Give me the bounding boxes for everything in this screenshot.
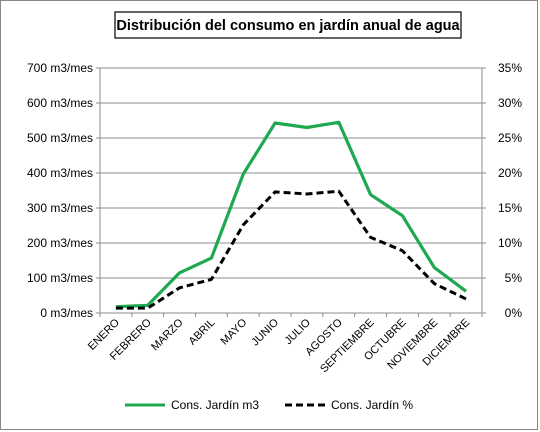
axes	[96, 67, 486, 317]
y-right-tick-label: 10%	[498, 236, 522, 250]
y-right-tick-label: 15%	[498, 201, 522, 215]
y-right-tick-label: 0%	[505, 306, 523, 320]
legend-label: Cons. Jardín m3	[171, 398, 259, 412]
title-box	[114, 11, 462, 39]
y-right-tick-label: 30%	[498, 96, 522, 110]
y-right-tick-label: 5%	[505, 271, 523, 285]
y-left-tick-label: 500 m3/mes	[27, 131, 93, 145]
y-left-tick-label: 600 m3/mes	[27, 96, 93, 110]
y-left-tick-label: 0 m3/mes	[40, 306, 93, 320]
legend: Cons. Jardín m3 Cons. Jardín %	[125, 398, 413, 412]
y-left-tick-label: 200 m3/mes	[27, 236, 93, 250]
series-line-m3	[115, 120, 468, 309]
y-left-tick-label: 400 m3/mes	[27, 166, 93, 180]
y-left-tick-label: 100 m3/mes	[27, 271, 93, 285]
series-lines	[115, 120, 468, 310]
y-left-tick-label: 700 m3/mes	[27, 61, 93, 75]
y-right-tick-label: 20%	[498, 166, 522, 180]
legend-label: Cons. Jardín %	[331, 398, 413, 412]
grid-lines	[100, 67, 482, 279]
y-right-tick-label: 25%	[498, 131, 522, 145]
chart-title: Distribución del consumo en jardín anual…	[116, 18, 460, 34]
y-right-tick-label: 35%	[498, 61, 522, 75]
y-left-tick-label: 300 m3/mes	[27, 201, 93, 215]
